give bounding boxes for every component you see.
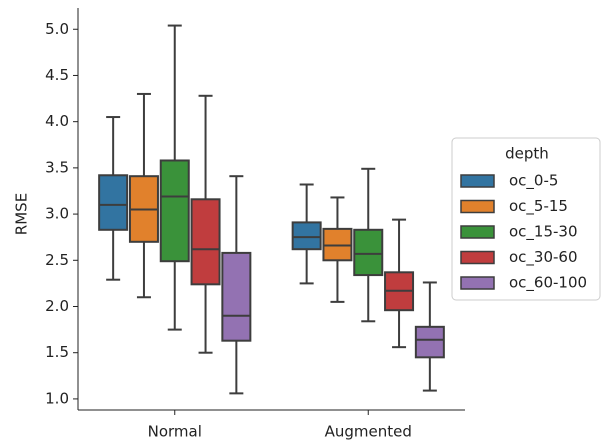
legend-label: oc_5-15 — [509, 197, 568, 216]
legend-label: oc_60-100 — [509, 274, 587, 293]
box — [291, 221, 322, 251]
y-tick-label: 3.5 — [45, 158, 69, 176]
legend-swatch — [460, 225, 495, 239]
legend-label: oc_15-30 — [509, 223, 578, 242]
y-tick-label: 4.5 — [45, 66, 69, 84]
box — [190, 198, 221, 286]
legend-swatch — [460, 174, 495, 188]
y-tick-label: 1.5 — [45, 343, 69, 361]
y-tick-label: 4.0 — [45, 112, 69, 130]
y-tick-label: 3.0 — [45, 205, 69, 223]
legend-swatch — [460, 250, 495, 265]
box — [353, 228, 384, 277]
y-tick-label: 2.5 — [45, 251, 69, 269]
box — [221, 251, 252, 342]
legend-title: depth — [505, 145, 549, 163]
legend-swatch — [460, 199, 495, 214]
legend-swatch — [460, 276, 495, 290]
x-tick-label: Normal — [148, 423, 202, 441]
y-tick-label: 5.0 — [45, 20, 69, 38]
box — [98, 174, 129, 231]
legend-label: oc_30-60 — [509, 248, 578, 267]
legend-label: oc_0-5 — [509, 172, 558, 191]
y-tick-label: 1.0 — [45, 389, 69, 407]
box — [414, 325, 445, 359]
y-tick-label: 2.0 — [45, 297, 69, 315]
box — [159, 159, 190, 263]
x-tick-label: Augmented — [325, 423, 412, 441]
y-axis-label: RMSE — [13, 193, 31, 235]
